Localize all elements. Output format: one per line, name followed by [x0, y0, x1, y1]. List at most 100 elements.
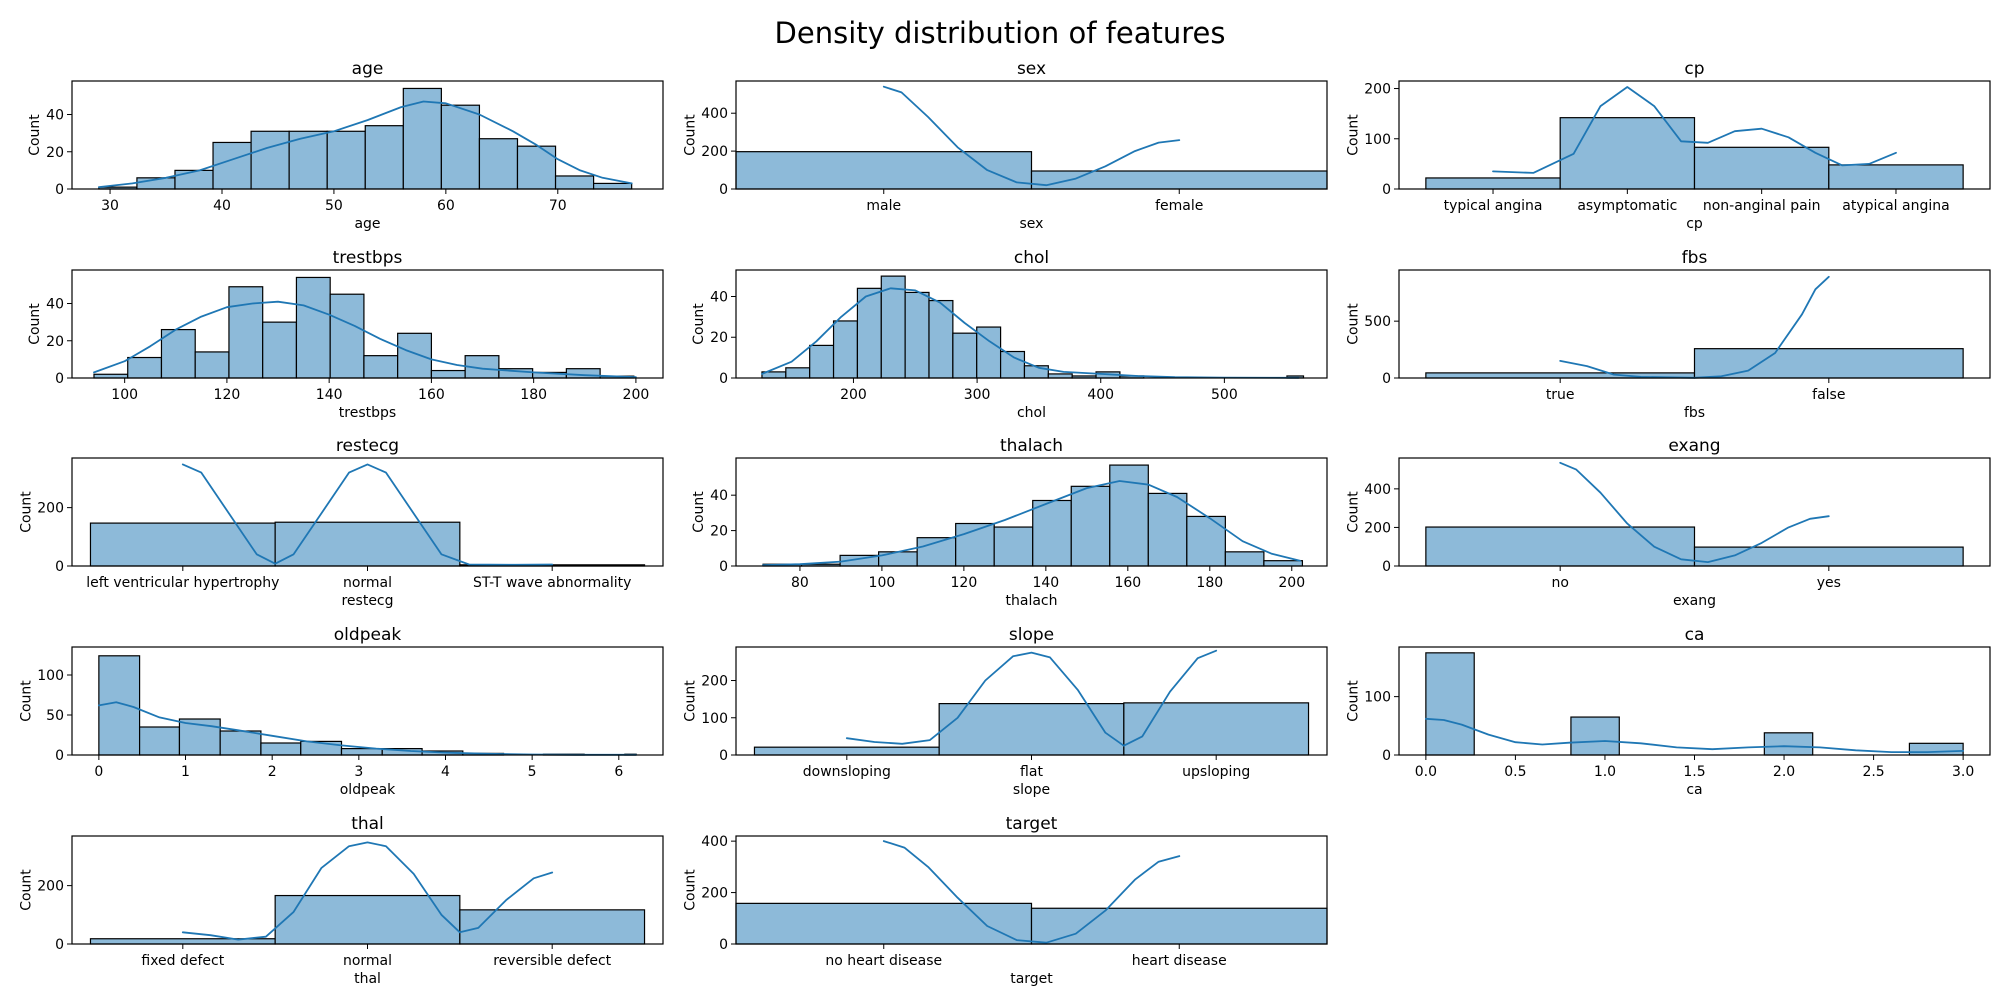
x-tick-label: 1.0: [1594, 764, 1616, 780]
y-axis-label: Count: [27, 114, 43, 156]
axes-frame: [71, 80, 664, 190]
subplot-slope: downsloping flat upsloping 0 100 200 slope slop…: [683, 625, 1328, 798]
x-tick-label: 100: [111, 387, 138, 403]
x-tick-label: normal: [343, 575, 392, 591]
subplot-cp: typical angina asymptomatic non-anginal pa…: [1346, 59, 1991, 232]
kde-line: [882, 85, 1181, 187]
y-tick-label: 40: [46, 108, 64, 124]
figure-title: Density distribution of features: [775, 16, 1226, 50]
bar: [402, 87, 442, 190]
bar: [397, 332, 433, 379]
x-tick-label: 140: [316, 387, 343, 403]
subplot-title: restecg: [336, 436, 399, 456]
x-tick-label: 1: [181, 764, 190, 780]
bar: [228, 286, 264, 379]
bar: [459, 909, 646, 945]
x-axis-label: target: [1010, 971, 1053, 987]
y-tick-label: 40: [46, 297, 64, 313]
subplot-title: chol: [1014, 248, 1049, 268]
y-axis-label: Count: [1346, 303, 1362, 345]
x-tick-label: 100: [869, 575, 896, 591]
axes-frame: [735, 835, 1328, 945]
x-tick-label: upsloping: [1182, 764, 1250, 780]
kde-line: [1559, 461, 1830, 563]
x-tick-label: 6: [614, 764, 623, 780]
bar: [1559, 117, 1696, 190]
y-axis-label: Count: [691, 303, 707, 345]
bar: [89, 522, 276, 567]
bar: [219, 730, 262, 756]
subplot-age: 30 40 50 60 70 0 20 40 age age Count: [27, 59, 664, 232]
x-tick-label: 120: [214, 387, 241, 403]
y-tick-label: 20: [46, 145, 64, 161]
x-tick-label: male: [866, 198, 901, 214]
y-axis-label: Count: [1346, 114, 1362, 156]
x-tick-label: left ventricular hypertrophy: [86, 575, 279, 591]
bar: [326, 130, 366, 190]
bar: [250, 130, 290, 190]
bar: [904, 291, 930, 379]
x-axis-label: slope: [1013, 782, 1050, 798]
y-tick-label: 100: [37, 668, 64, 684]
bar: [880, 275, 906, 379]
x-tick-label: downsloping: [803, 764, 891, 780]
bar: [993, 526, 1034, 567]
x-tick-label: 4: [441, 764, 450, 780]
x-tick-label: female: [1155, 198, 1203, 214]
subplot-title: fbs: [1682, 248, 1708, 268]
y-tick-label: 40: [710, 289, 728, 305]
bar: [1186, 515, 1226, 567]
x-tick-label: yes: [1817, 575, 1841, 591]
subplot-title: exang: [1668, 436, 1720, 456]
x-tick-label: 3: [354, 764, 363, 780]
x-tick-label: 30: [101, 198, 119, 214]
bar: [785, 367, 811, 379]
y-tick-label: 0: [719, 182, 728, 198]
x-tick-label: 70: [549, 198, 567, 214]
bar: [1147, 492, 1188, 567]
y-tick-label: 100: [1364, 690, 1391, 706]
y-axis-label: Count: [683, 114, 699, 156]
x-tick-label: 2: [268, 764, 277, 780]
y-axis-label: Count: [19, 680, 35, 722]
bar: [1109, 464, 1149, 567]
x-tick-label: reversible defect: [493, 953, 611, 969]
kde-line: [761, 287, 1300, 379]
bar: [1908, 742, 1964, 756]
subplot-sex: male female 0 200 400 sex sex Count: [683, 59, 1328, 232]
bar: [262, 321, 298, 379]
subplot-thalach: 80 100 120 140 160 180 200 0 20 40 thalach thalach C…: [691, 436, 1328, 609]
x-tick-label: 5: [528, 764, 537, 780]
bar: [274, 894, 461, 945]
subplot-ca: 0.0 0.5 1.0 1.5 2.0 2.5 3.0 0 100 ca ca Count: [1346, 625, 1991, 798]
x-axis-label: trestbps: [339, 405, 396, 421]
bar: [260, 742, 302, 756]
axes-frame: [1398, 80, 1991, 190]
bar: [127, 356, 163, 379]
x-tick-label: 80: [791, 575, 809, 591]
axes-frame: [71, 646, 664, 756]
y-tick-label: 0: [55, 559, 64, 575]
y-tick-label: 200: [1364, 520, 1391, 536]
x-tick-label: normal: [343, 953, 392, 969]
y-tick-label: 0: [719, 559, 728, 575]
bar: [1763, 732, 1814, 756]
x-axis-label: ca: [1686, 782, 1702, 798]
y-tick-label: 100: [701, 711, 728, 727]
x-tick-label: 400: [1087, 387, 1114, 403]
x-tick-label: 0: [94, 764, 103, 780]
bar: [1032, 499, 1072, 567]
x-axis-label: cp: [1686, 216, 1703, 232]
y-tick-label: 400: [701, 106, 728, 122]
x-tick-label: 160: [418, 387, 445, 403]
y-tick-label: 400: [701, 834, 728, 850]
kde-line: [181, 463, 554, 566]
bar: [1693, 146, 1830, 190]
kde-line: [1492, 86, 1897, 174]
bar: [928, 299, 954, 379]
kde-line: [845, 649, 1218, 747]
bar: [1828, 164, 1964, 190]
bar: [565, 368, 601, 379]
kde-line: [1425, 717, 1964, 753]
bar: [554, 175, 595, 190]
